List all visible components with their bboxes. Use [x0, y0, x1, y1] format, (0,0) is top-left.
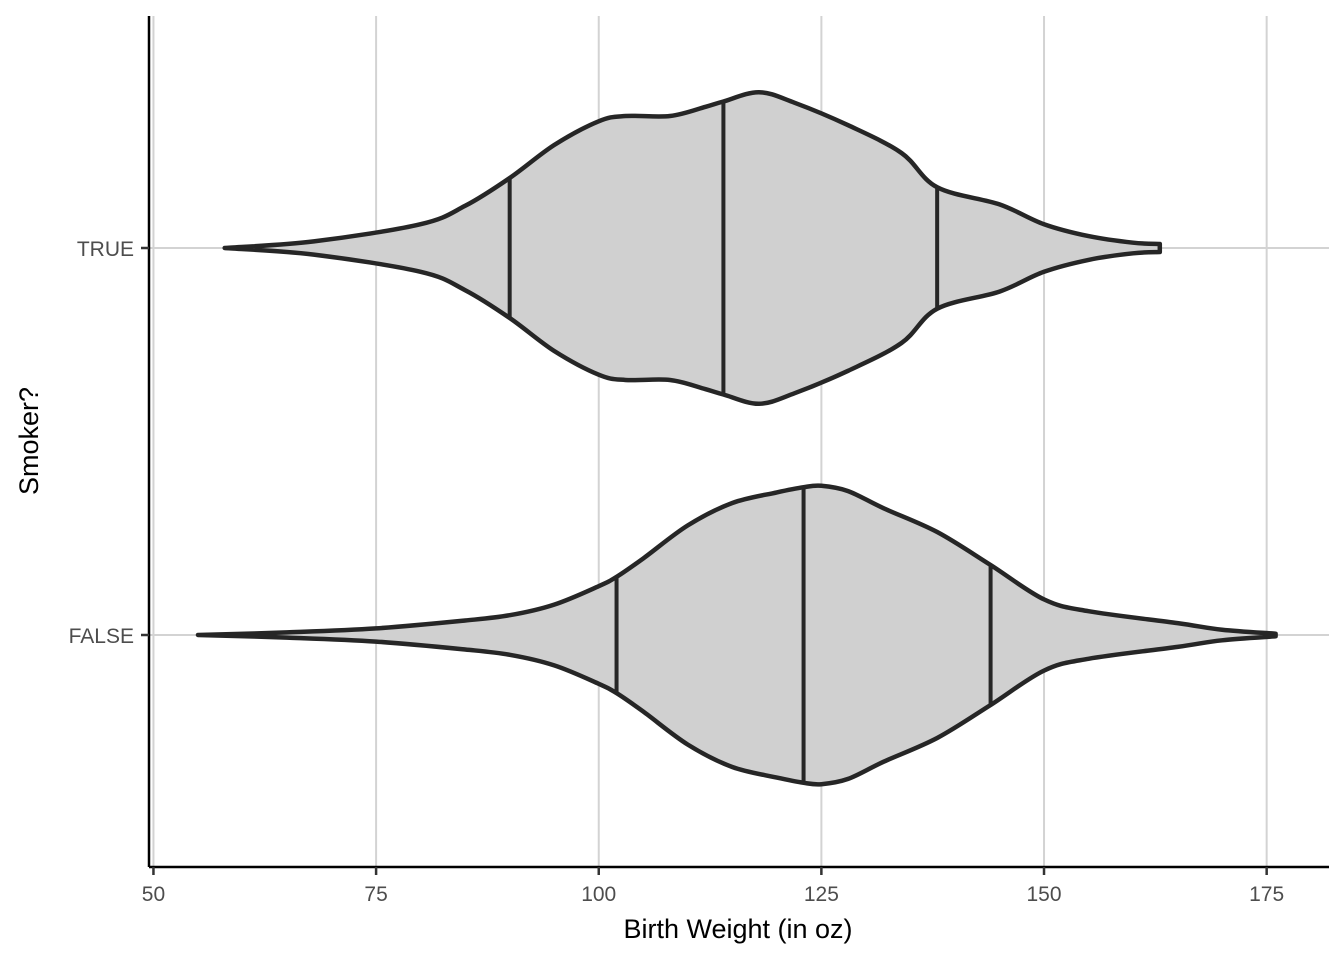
x-tick-label: 125 — [804, 883, 839, 906]
x-tick-label: 175 — [1249, 883, 1284, 906]
violin-false — [195, 483, 1278, 787]
x-tick-label: 75 — [364, 883, 387, 906]
violin-layer — [195, 89, 1278, 787]
y-tick-label: FALSE — [69, 625, 134, 648]
x-tick-label: 150 — [1026, 883, 1061, 906]
axis-layer: 50 75 100 125 150 175 TRUE FALSE — [69, 16, 1329, 906]
x-axis-title: Birth Weight (in oz) — [623, 914, 852, 944]
x-tick-label: 100 — [581, 883, 616, 906]
violin-true — [222, 89, 1163, 407]
y-tick-label: TRUE — [77, 238, 134, 261]
y-axis-title: Smoker? — [14, 387, 44, 495]
x-tick-label: 50 — [142, 883, 165, 906]
